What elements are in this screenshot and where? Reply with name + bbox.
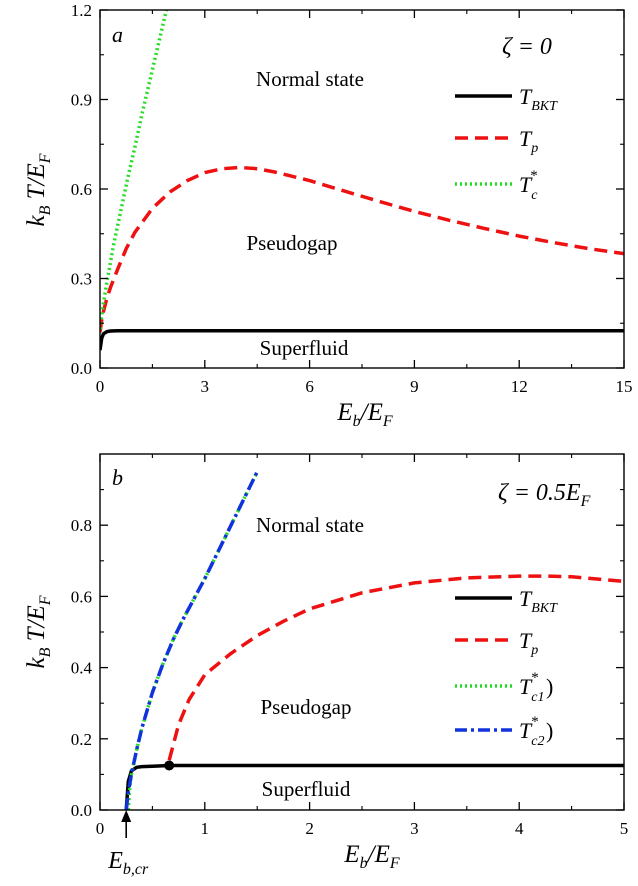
x-tick-label: 1 <box>201 819 210 838</box>
y-tick-label: 0.2 <box>71 730 92 749</box>
y-tick-label: 1.2 <box>71 1 92 20</box>
x-tick-label: 15 <box>616 377 633 396</box>
y-tick-label: 0.3 <box>71 270 92 289</box>
panel-b-ticks: 0 1 2 3 4 5 0.0 0.2 0.4 0.6 0.8 <box>71 454 629 838</box>
legend-label-tc: Tc* <box>519 168 538 203</box>
x-tick-label: 6 <box>305 377 314 396</box>
panel-a-parameter: ζ = 0 <box>502 34 552 60</box>
panel-a-letter: a <box>112 22 123 47</box>
region-superfluid: Superfluid <box>260 336 349 360</box>
y-tick-label: 0.0 <box>71 801 92 820</box>
panel-a-ticks: 0 3 6 9 12 15 0.0 0.3 0.6 0.9 1.2 <box>71 1 633 396</box>
critical-point-dot <box>164 760 175 771</box>
legend-label-tc1: Tc1*) <box>519 670 553 705</box>
x-tick-label: 3 <box>201 377 210 396</box>
panel-a-series-0 <box>100 328 624 351</box>
legend-label-tbkt: TBKT <box>519 84 558 114</box>
panel-a-series-1 <box>100 165 624 333</box>
x-tick-label: 0 <box>96 819 105 838</box>
panel-b-xlabel: Eb/EF <box>343 841 400 872</box>
legend-label-tp: Tp <box>519 628 538 658</box>
x-tick-label: 3 <box>410 819 419 838</box>
x-tick-label: 2 <box>305 819 314 838</box>
panel-b-series-2 <box>126 471 259 810</box>
region-pseudogap: Pseudogap <box>247 231 338 255</box>
critical-energy-arrow <box>121 810 132 838</box>
critical-energy-label: Eb,cr <box>107 848 149 878</box>
x-tick-label: 5 <box>620 819 629 838</box>
panel-a: 0 3 6 9 12 15 0.0 0.3 0.6 0.9 1.2 a ζ = 0 Normal s… <box>23 1 633 430</box>
y-tick-label: 0.8 <box>71 516 92 535</box>
panel-b: 0 1 2 3 4 5 0.0 0.2 0.4 0.6 0.8 b ζ = 0.5EF Normal… <box>23 453 629 878</box>
panel-b-critical-point <box>164 760 175 771</box>
y-tick-label: 0.6 <box>71 587 92 606</box>
panel-a-curves <box>100 10 624 351</box>
panel-b-curves <box>124 471 624 810</box>
x-tick-label: 9 <box>410 377 419 396</box>
x-tick-label: 0 <box>96 377 105 396</box>
y-tick-label: 0.6 <box>71 180 92 199</box>
y-tick-label: 0.0 <box>71 359 92 378</box>
panel-b-ylabel: kB T/EF <box>23 595 54 668</box>
panel-b-legend: TBKT Tp Tc1*) Tc2*) <box>455 586 558 749</box>
region-superfluid: Superfluid <box>262 777 351 801</box>
x-tick-label: 4 <box>515 819 524 838</box>
legend-label-tc2: Tc2*) <box>519 714 553 749</box>
panel-a-legend: TBKT Tp Tc* <box>455 84 558 203</box>
x-tick-label: 12 <box>511 377 528 396</box>
panel-b-series-3 <box>124 471 259 810</box>
panel-b-series-0 <box>124 763 624 810</box>
panel-b-parameter: ζ = 0.5EF <box>498 480 591 510</box>
panel-b-series-1 <box>167 574 624 761</box>
panel-a-xlabel: Eb/EF <box>336 399 393 430</box>
y-tick-label: 0.4 <box>71 659 93 678</box>
panel-a-ylabel: kB T/EF <box>23 153 54 226</box>
region-normal-state: Normal state <box>256 67 364 91</box>
panel-b-letter: b <box>112 465 123 490</box>
region-normal-state: Normal state <box>256 513 364 537</box>
legend-label-tp: Tp <box>519 126 538 156</box>
panel-a-frame <box>99 9 625 369</box>
legend-label-tbkt: TBKT <box>519 586 558 616</box>
y-tick-label: 0.9 <box>71 91 92 110</box>
panel-a-series-2 <box>100 10 169 330</box>
region-pseudogap: Pseudogap <box>261 695 352 719</box>
